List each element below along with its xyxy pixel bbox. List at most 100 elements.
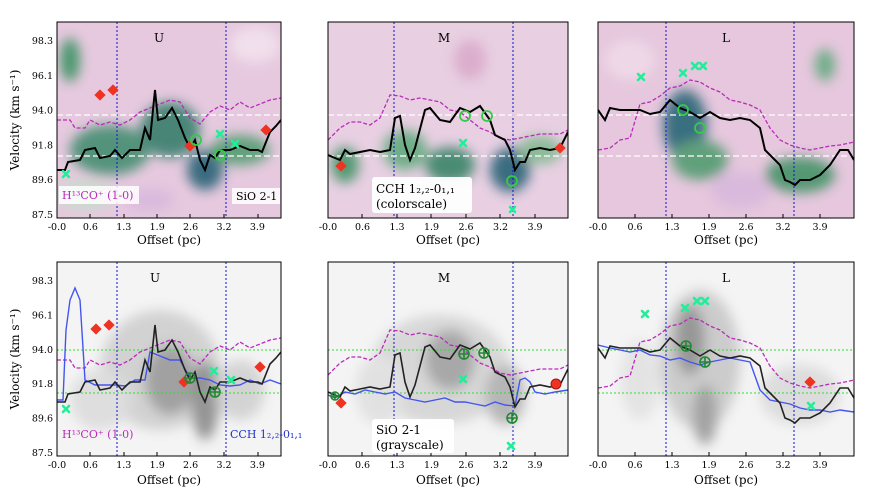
bottom-l-black-series [598,336,854,425]
bottom-u-xlabel: Offset (pc) [137,473,201,487]
cyan-cross-marker [700,296,710,306]
bottom-m-magenta-series [328,329,568,376]
bottom-sio-sublabel: (grayscale) [376,438,444,452]
x-tick-label: 3.2 [775,222,790,233]
panel-title-top-u: U [154,31,164,45]
x-tick-label: 2.6 [183,460,198,471]
bottom-sio-label: SiO 2-1 [376,423,421,437]
x-tick-label: 1.9 [701,460,716,471]
y-tick-label: 96.1 [32,310,53,321]
x-tick-label: 1.9 [150,460,165,471]
x-tick-label: 1.3 [389,460,404,471]
bottom-magenta-label: H¹³CO⁺ (1-0) [62,428,133,441]
top-l-magenta-series [598,79,854,151]
green-target-marker [184,372,196,384]
x-tick-label: 3.9 [250,460,265,471]
x-tick-label: 0.6 [83,222,98,233]
x-tick-label: 1.3 [116,460,131,471]
cyan-cross-marker [806,401,816,411]
x-tick-label: 1.3 [664,222,679,233]
green-circle-marker [506,175,518,187]
top-magenta-label: H¹³CO⁺ (1-0) [62,189,133,202]
cyan-cross-marker [215,129,225,139]
y-tick-label: 94.0 [32,345,53,356]
green-circle-marker [190,134,202,146]
x-tick-label: 0.6 [355,222,370,233]
cyan-cross-marker [680,303,690,313]
panel-title-bottom-l: L [722,271,730,285]
cyan-cross-marker [226,375,236,385]
bottom-u-magenta-series [57,337,281,369]
top-cch-label: CCH 1₂,₂-0₁,₁ [376,182,455,196]
cyan-cross-marker [506,441,516,451]
top-l-xlabel: Offset (pc) [694,233,758,247]
x-tick-label: 1.9 [424,222,439,233]
axes-frames [56,21,855,457]
y-tick-label: 96.1 [32,71,53,82]
x-tick-label: -0.0 [319,460,337,471]
y-tick-label: 91.8 [32,140,53,151]
top-m-black-series [328,104,568,173]
x-tick-label: -0.0 [48,460,66,471]
cyan-cross-marker [678,68,688,78]
x-tick-marks [56,214,821,456]
green-circle-marker [481,110,493,122]
bottom-l-magenta-series [598,317,854,389]
y-tick-label: 89.6 [32,414,53,425]
panel-title-bottom-u: U [150,271,160,285]
x-tick-label: 2.6 [458,222,473,233]
x-tick-label: 0.6 [355,460,370,471]
green-circle-marker [459,110,471,122]
cyan-cross-marker [61,404,71,414]
x-tick-label: -0.0 [589,222,607,233]
cyan-cross-marker [508,205,517,214]
red-circle-marker [550,378,562,390]
x-tick-label: 1.3 [116,222,131,233]
cyan-cross-marker [640,309,650,319]
top-u-xlabel: Offset (pc) [137,233,201,247]
x-tick-label: 3.9 [812,460,827,471]
y-tick-label: 89.6 [32,175,53,186]
bottom-u-blue-series [57,286,281,401]
x-tick-label: -0.0 [589,460,607,471]
bottom-ylabel: Velocity (km s⁻¹) [8,309,22,411]
green-circle-marker [694,122,706,134]
cyan-cross-marker [692,296,702,306]
x-tick-label: 3.2 [216,222,231,233]
y-tick-label: 98.3 [32,36,53,47]
x-tick-label: -0.0 [319,222,337,233]
cyan-cross-marker [698,61,708,71]
top-l-black-series [598,98,854,187]
top-cch-sublabel: (colorscale) [376,197,447,211]
x-tick-label: 1.9 [150,222,165,233]
x-tick-label: 3.2 [216,460,231,471]
y-tick-label: 87.5 [32,210,53,221]
x-tick-label: 2.6 [183,222,198,233]
x-tick-label: 3.9 [250,222,265,233]
y-tick-label: 94.0 [32,106,53,117]
bottom-u-grayscale [57,262,281,456]
panel-title-top-l: L [722,31,730,45]
bottom-m-black-series [328,341,568,410]
x-tick-label: -0.0 [48,222,66,233]
x-tick-label: 1.3 [664,460,679,471]
green-circle-marker [677,104,689,116]
green-circle-marker [214,149,226,161]
x-tick-label: 2.6 [738,460,753,471]
bottom-l-xlabel: Offset (pc) [694,473,758,487]
cyan-cross-marker [458,138,468,148]
y-tick-label: 87.5 [32,448,53,459]
x-tick-label: 0.6 [627,222,642,233]
top-m-magenta-series [328,94,568,141]
cyan-cross-marker [636,72,646,82]
top-ylabel: Velocity (km s⁻¹) [8,70,22,172]
top-m-xlabel: Offset (pc) [416,233,480,247]
panel-title-top-m: M [438,31,450,45]
x-tick-label: 2.6 [458,460,473,471]
x-tick-label: 3.2 [775,460,790,471]
top-sio-label: SiO 2-1 [236,190,277,203]
cyan-cross-marker [230,139,240,149]
green-target-marker [699,356,711,368]
x-tick-label: 3.9 [812,222,827,233]
green-target-marker [209,386,221,398]
